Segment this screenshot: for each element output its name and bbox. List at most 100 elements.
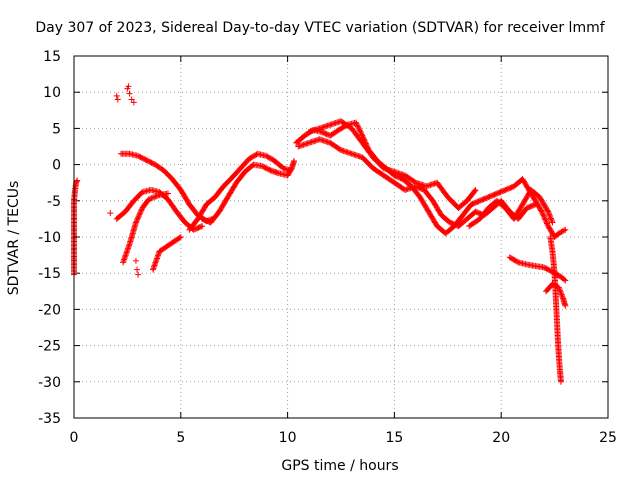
data-point — [559, 228, 566, 235]
y-tick-label: -5 — [47, 194, 61, 210]
data-point — [73, 178, 80, 185]
data-point — [559, 292, 566, 299]
y-tick-label: -15 — [38, 266, 61, 282]
data-point — [137, 210, 144, 217]
data-point — [132, 219, 139, 226]
data-point — [549, 219, 556, 226]
data-point — [541, 215, 548, 222]
data-point — [358, 130, 365, 137]
data-point — [138, 207, 145, 214]
data-point — [562, 226, 569, 233]
chart-title: Day 307 of 2023, Sidereal Day-to-day VTE… — [35, 20, 605, 36]
x-tick-label: 0 — [70, 430, 79, 446]
data-point — [539, 209, 546, 216]
data-point — [358, 131, 365, 138]
data-point — [356, 127, 363, 134]
data-point — [411, 178, 418, 185]
y-tick-label: -20 — [38, 302, 61, 318]
data-point — [135, 212, 142, 219]
y-axis-title: SDTVAR / TECUs — [6, 181, 22, 296]
data-point — [356, 126, 363, 133]
data-point — [145, 196, 152, 203]
data-point — [137, 208, 144, 215]
data-point — [151, 194, 158, 201]
data-point — [546, 212, 553, 219]
data-point — [197, 223, 204, 230]
data-point — [153, 193, 160, 200]
data-point — [539, 211, 546, 218]
data-point — [355, 124, 362, 131]
data-point — [559, 294, 566, 301]
data-point — [544, 207, 551, 214]
data-point — [548, 216, 555, 223]
data-point — [155, 192, 162, 199]
data-point — [133, 218, 140, 225]
data-point — [199, 223, 206, 230]
data-point — [472, 186, 479, 193]
data-point — [125, 83, 132, 90]
data-point — [548, 218, 555, 225]
y-tick-label: 10 — [43, 85, 61, 101]
y-tick-labels: 15 10 5 0 -5 -10 -15 -20 -25 -30 -35 — [38, 49, 61, 427]
data-point — [126, 90, 133, 97]
data-point — [74, 177, 81, 184]
x-tick-label: 5 — [176, 430, 185, 446]
data-point — [136, 211, 143, 218]
data-point — [555, 230, 562, 237]
data-point — [531, 201, 538, 208]
data-point — [471, 188, 478, 195]
data-point — [359, 133, 366, 140]
data-marks — [71, 83, 569, 385]
data-point — [149, 194, 156, 201]
data-point — [114, 96, 121, 103]
data-point — [152, 193, 159, 200]
data-point — [134, 215, 141, 222]
data-point — [353, 120, 360, 127]
data-point — [134, 266, 141, 273]
data-point — [354, 122, 361, 129]
x-tick-label: 20 — [492, 430, 510, 446]
plot-frame — [73, 55, 609, 419]
data-point — [538, 208, 545, 215]
data-point — [354, 123, 361, 130]
data-point — [291, 157, 298, 164]
data-point — [543, 219, 550, 226]
y-tick-label: -25 — [38, 339, 61, 355]
y-tick-label: 15 — [43, 49, 61, 65]
data-point — [544, 221, 551, 228]
data-point — [130, 99, 137, 106]
data-point — [357, 128, 364, 135]
x-tick-label: 10 — [279, 430, 297, 446]
data-point — [544, 220, 551, 227]
data-point — [562, 302, 569, 309]
data-point — [545, 210, 552, 217]
data-point — [164, 190, 171, 197]
data-point — [135, 271, 142, 278]
data-point — [514, 258, 521, 265]
x-tick-labels: 0 5 10 15 20 25 — [70, 430, 617, 446]
grid — [74, 56, 608, 418]
data-point — [558, 290, 565, 297]
data-point — [148, 195, 155, 202]
y-tick-label: -30 — [38, 375, 61, 391]
data-point — [561, 276, 568, 283]
y-tick-label: -10 — [38, 230, 61, 246]
data-point — [546, 211, 553, 218]
x-axis-title: GPS time / hours — [281, 458, 398, 474]
data-point — [541, 213, 548, 220]
data-point — [560, 227, 567, 234]
data-point — [545, 208, 552, 215]
data-point — [542, 216, 549, 223]
data-point — [558, 228, 565, 235]
x-tick-label: 25 — [599, 430, 617, 446]
y-tick-label: 5 — [52, 121, 61, 137]
data-point — [147, 195, 154, 202]
data-point — [547, 214, 554, 221]
data-point — [540, 212, 547, 219]
x-tick-label: 15 — [385, 430, 403, 446]
data-point — [336, 146, 343, 153]
data-point — [176, 234, 183, 241]
data-point — [107, 210, 114, 217]
y-tick-label: 0 — [52, 158, 61, 174]
data-point — [557, 229, 564, 236]
